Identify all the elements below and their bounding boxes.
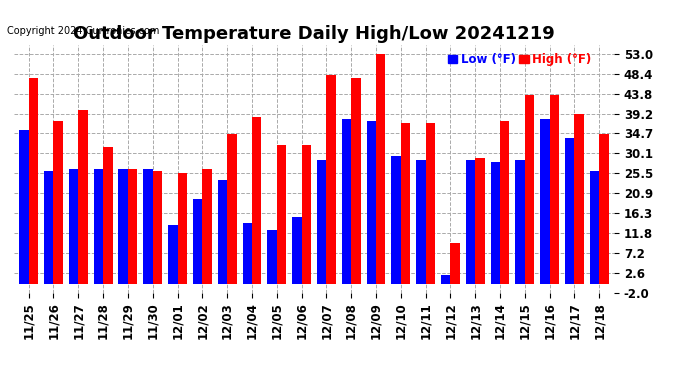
Bar — [451, 243, 460, 284]
Bar — [342, 119, 351, 284]
Bar — [29, 78, 38, 284]
Bar — [54, 121, 63, 284]
Bar — [491, 162, 500, 284]
Bar — [152, 171, 162, 284]
Bar — [252, 117, 262, 284]
Bar — [19, 130, 29, 284]
Bar — [475, 158, 484, 284]
Bar — [416, 160, 426, 284]
Bar — [550, 95, 559, 284]
Bar — [441, 275, 451, 284]
Bar — [500, 121, 509, 284]
Bar — [144, 169, 152, 284]
Bar — [267, 230, 277, 284]
Bar — [426, 123, 435, 284]
Title: Outdoor Temperature Daily High/Low 20241219: Outdoor Temperature Daily High/Low 20241… — [73, 26, 555, 44]
Bar — [218, 180, 227, 284]
Bar — [599, 134, 609, 284]
Bar — [44, 171, 54, 284]
Bar — [292, 216, 302, 284]
Bar — [326, 75, 336, 284]
Bar — [202, 169, 212, 284]
Bar — [317, 160, 326, 284]
Text: Copyright 2024 Curtronics.com: Copyright 2024 Curtronics.com — [7, 26, 159, 36]
Bar — [515, 160, 525, 284]
Bar — [540, 119, 550, 284]
Bar — [277, 145, 286, 284]
Bar — [242, 223, 252, 284]
Bar — [193, 199, 202, 284]
Bar — [69, 169, 78, 284]
Bar — [525, 95, 534, 284]
Bar — [466, 160, 475, 284]
Bar — [168, 225, 177, 284]
Bar — [565, 138, 574, 284]
Bar — [119, 169, 128, 284]
Bar — [94, 169, 103, 284]
Bar — [366, 121, 376, 284]
Bar — [351, 78, 361, 284]
Bar — [302, 145, 311, 284]
Bar — [128, 169, 137, 284]
Bar — [177, 173, 187, 284]
Bar — [376, 54, 386, 284]
Bar — [227, 134, 237, 284]
Bar — [401, 123, 410, 284]
Bar — [78, 110, 88, 284]
Bar — [574, 114, 584, 284]
Bar — [590, 171, 599, 284]
Bar — [103, 147, 112, 284]
Bar — [391, 156, 401, 284]
Legend: Low (°F), High (°F): Low (°F), High (°F) — [443, 48, 596, 71]
